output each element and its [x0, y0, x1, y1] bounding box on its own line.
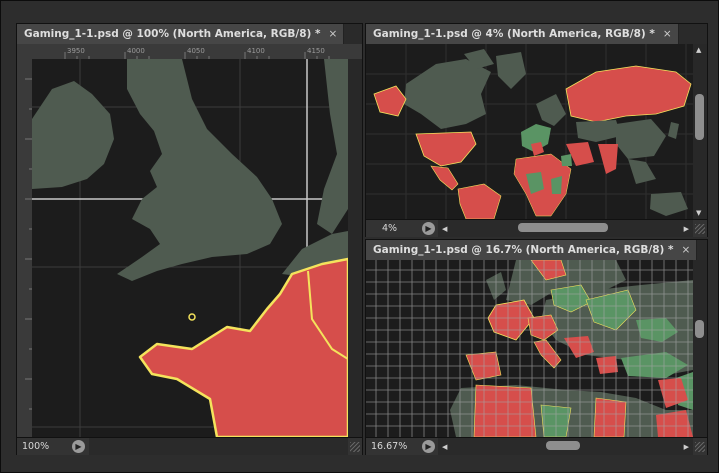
document-tab-top-right[interactable]: Gaming_1-1.psd @ 4% (North America, RGB/…	[366, 24, 679, 44]
map-artwork-britain-france	[32, 59, 348, 437]
map-artwork-europe	[366, 260, 693, 437]
zoom-level[interactable]: 100%	[22, 441, 50, 452]
horizontal-scrollbar[interactable]	[89, 438, 348, 455]
map-canvas-world[interactable]	[366, 44, 693, 219]
ruler-label: 4000	[127, 47, 145, 55]
close-icon[interactable]: ×	[328, 28, 338, 40]
zoom-level[interactable]: 16.67%	[371, 441, 408, 452]
status-bar: 16.67% ▶ ◀ ▶	[366, 437, 707, 455]
horizontal-ruler[interactable]: 3950 4000 4050 4100 4150	[17, 44, 362, 59]
document-tab-title: Gaming_1-1.psd @ 100% (North America, RG…	[24, 28, 321, 40]
horizontal-scroll-thumb[interactable]	[546, 441, 580, 450]
vertical-scroll-thumb[interactable]	[695, 94, 704, 140]
scroll-right-icon[interactable]: ▶	[683, 225, 689, 233]
scroll-up-icon[interactable]: ▲	[696, 46, 702, 54]
map-artwork-world	[366, 44, 693, 219]
ruler-ticks: 3950 4000 4050 4100 4150	[64, 47, 330, 59]
status-bar: 100% ▶	[17, 437, 362, 455]
status-menu-icon[interactable]: ▶	[422, 222, 435, 235]
map-canvas-zoomed[interactable]	[32, 59, 348, 437]
document-window-bottom-right: Gaming_1-1.psd @ 16.7% (North America, R…	[365, 239, 708, 455]
horizontal-scrollbar[interactable]: ◀ ▶	[438, 438, 693, 455]
resize-grip-icon[interactable]	[695, 442, 705, 452]
document-tab-bottom-right[interactable]: Gaming_1-1.psd @ 16.7% (North America, R…	[366, 240, 698, 260]
document-window-left: Gaming_1-1.psd @ 100% (North America, RG…	[16, 23, 363, 455]
document-window-top-right: Gaming_1-1.psd @ 4% (North America, RGB/…	[365, 23, 708, 237]
scroll-left-icon[interactable]: ◀	[442, 225, 448, 233]
close-icon[interactable]: ×	[662, 28, 672, 40]
scroll-left-icon[interactable]: ◀	[442, 443, 448, 451]
document-tab-title: Gaming_1-1.psd @ 16.7% (North America, R…	[373, 244, 674, 256]
horizontal-scrollbar[interactable]: ◀ ▶	[438, 220, 693, 237]
ruler-label: 4150	[307, 47, 325, 55]
status-menu-icon[interactable]: ▶	[422, 440, 435, 453]
zoom-level[interactable]: 4%	[382, 223, 398, 234]
ruler-label: 4100	[247, 47, 265, 55]
close-icon[interactable]: ×	[681, 244, 691, 256]
status-bar: 4% ▶ ◀ ▶	[366, 219, 707, 237]
ruler-label: 3950	[67, 47, 85, 55]
status-menu-icon[interactable]: ▶	[72, 440, 85, 453]
ruler-label: 4050	[187, 47, 205, 55]
map-canvas-europe[interactable]	[366, 260, 693, 437]
resize-grip-icon[interactable]	[350, 442, 360, 452]
scroll-down-icon[interactable]: ▼	[696, 209, 702, 217]
document-tab-left[interactable]: Gaming_1-1.psd @ 100% (North America, RG…	[17, 24, 345, 44]
horizontal-scroll-thumb[interactable]	[518, 223, 608, 232]
document-tab-title: Gaming_1-1.psd @ 4% (North America, RGB/…	[373, 28, 655, 40]
scroll-right-icon[interactable]: ▶	[683, 443, 689, 451]
resize-grip-icon[interactable]	[695, 224, 705, 234]
vertical-scroll-thumb[interactable]	[695, 320, 704, 338]
vertical-scrollbar[interactable]: ▲ ▼	[693, 44, 707, 219]
vertical-scrollbar[interactable]	[693, 260, 707, 437]
vertical-scrollbar[interactable]	[348, 59, 362, 437]
ruler-ticks	[25, 78, 32, 410]
vertical-ruler[interactable]	[17, 59, 32, 437]
